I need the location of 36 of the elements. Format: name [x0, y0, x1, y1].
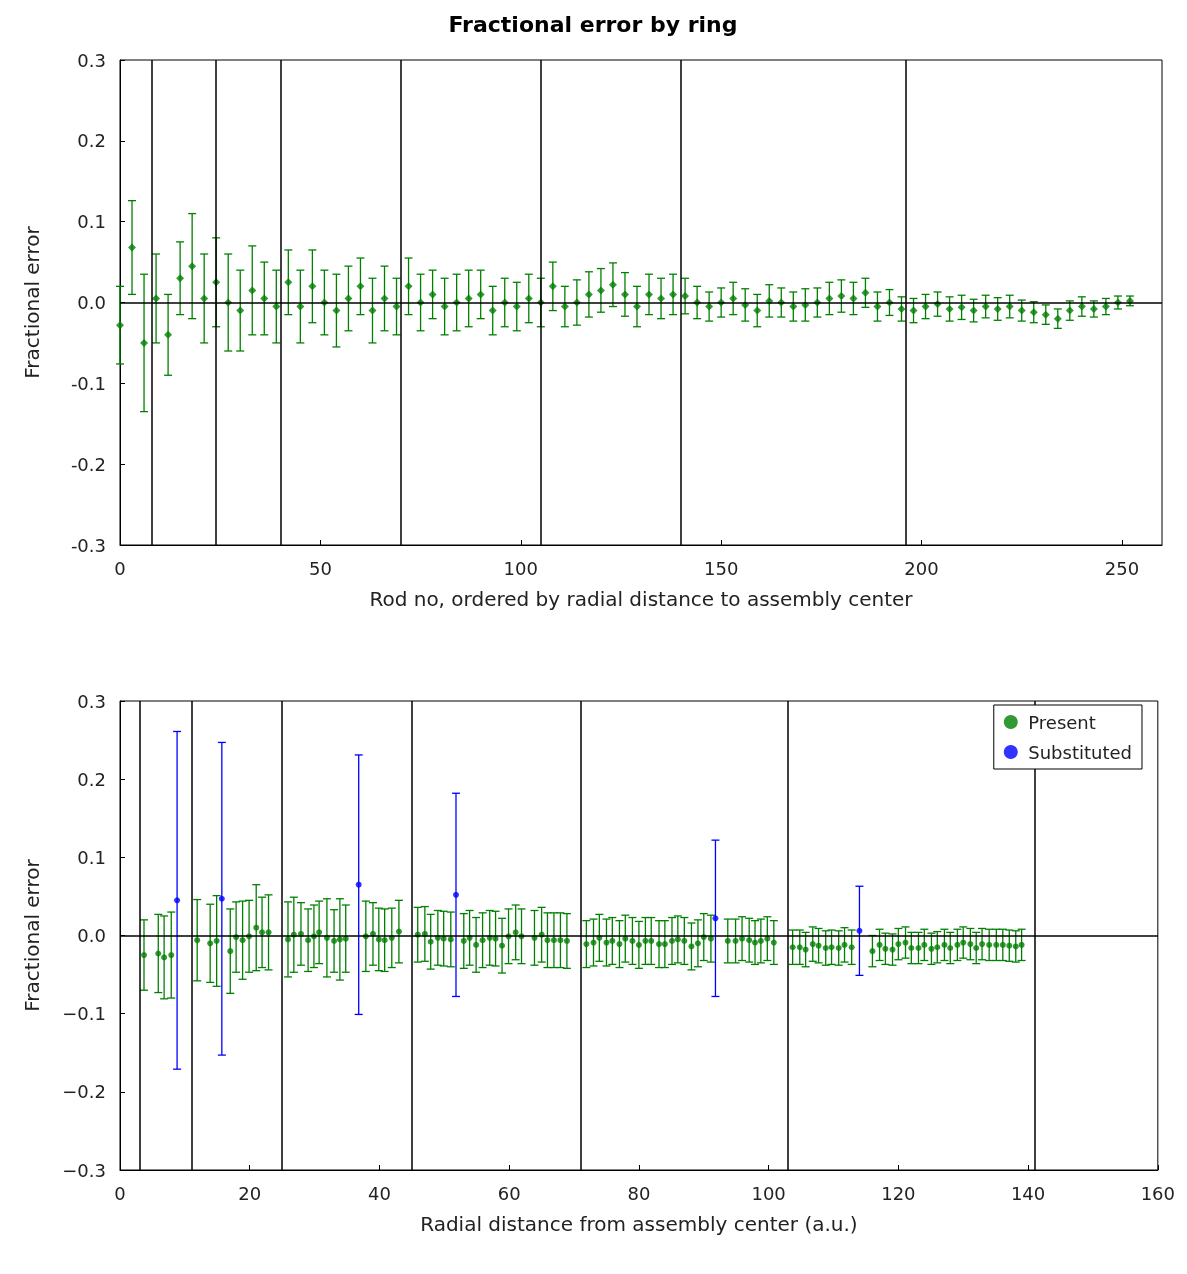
- y-tick-label: -0.1: [70, 372, 106, 394]
- x-tick-label: 60: [497, 1182, 521, 1204]
- y-tick-label: -0.3: [70, 534, 106, 556]
- y-axis-title: Fractional error: [20, 225, 44, 379]
- x-axis-title: Rod no, ordered by radial distance to assembly center: [369, 587, 914, 611]
- x-axis-title: Radial distance from assembly center (a.u.): [420, 1212, 858, 1236]
- y-tick-label: 0.1: [77, 211, 106, 233]
- x-tick-label: 20: [238, 1182, 262, 1204]
- y-tick-label: 0.3: [77, 690, 106, 712]
- x-tick-label: 250: [1104, 557, 1140, 579]
- y-tick-label: 0.2: [77, 130, 106, 152]
- y-tick-label: 0.0: [77, 925, 106, 946]
- y-tick-label: 0.0: [77, 292, 106, 313]
- y-tick-label: −0.1: [62, 1003, 106, 1025]
- x-tick-label: 0: [114, 1182, 126, 1204]
- y-tick-label: −0.2: [62, 1081, 106, 1103]
- legend-label: Substituted: [1028, 741, 1133, 763]
- x-tick-label: 80: [627, 1182, 651, 1204]
- chart-title: Fractional error by ring: [448, 11, 738, 37]
- x-tick-label: 50: [308, 557, 332, 579]
- legend-label: Present: [1028, 711, 1096, 733]
- x-tick-label: 40: [368, 1182, 391, 1204]
- y-tick-label: 0.2: [77, 768, 106, 790]
- y-tick-label: -0.2: [70, 453, 106, 475]
- x-tick-label: 100: [751, 1182, 786, 1204]
- x-tick-label: 150: [703, 557, 739, 579]
- x-tick-label: 0: [114, 557, 126, 579]
- x-tick-label: 140: [1010, 1182, 1046, 1204]
- y-tick-label: 0.1: [77, 846, 106, 868]
- x-tick-label: 100: [503, 557, 538, 579]
- y-tick-label: −0.3: [62, 1159, 106, 1181]
- x-tick-label: 160: [1140, 1182, 1175, 1204]
- y-tick-label: 0.3: [77, 49, 106, 71]
- y-axis-title: Fractional error: [20, 858, 44, 1012]
- x-tick-label: 200: [904, 557, 939, 579]
- x-tick-label: 120: [881, 1182, 916, 1204]
